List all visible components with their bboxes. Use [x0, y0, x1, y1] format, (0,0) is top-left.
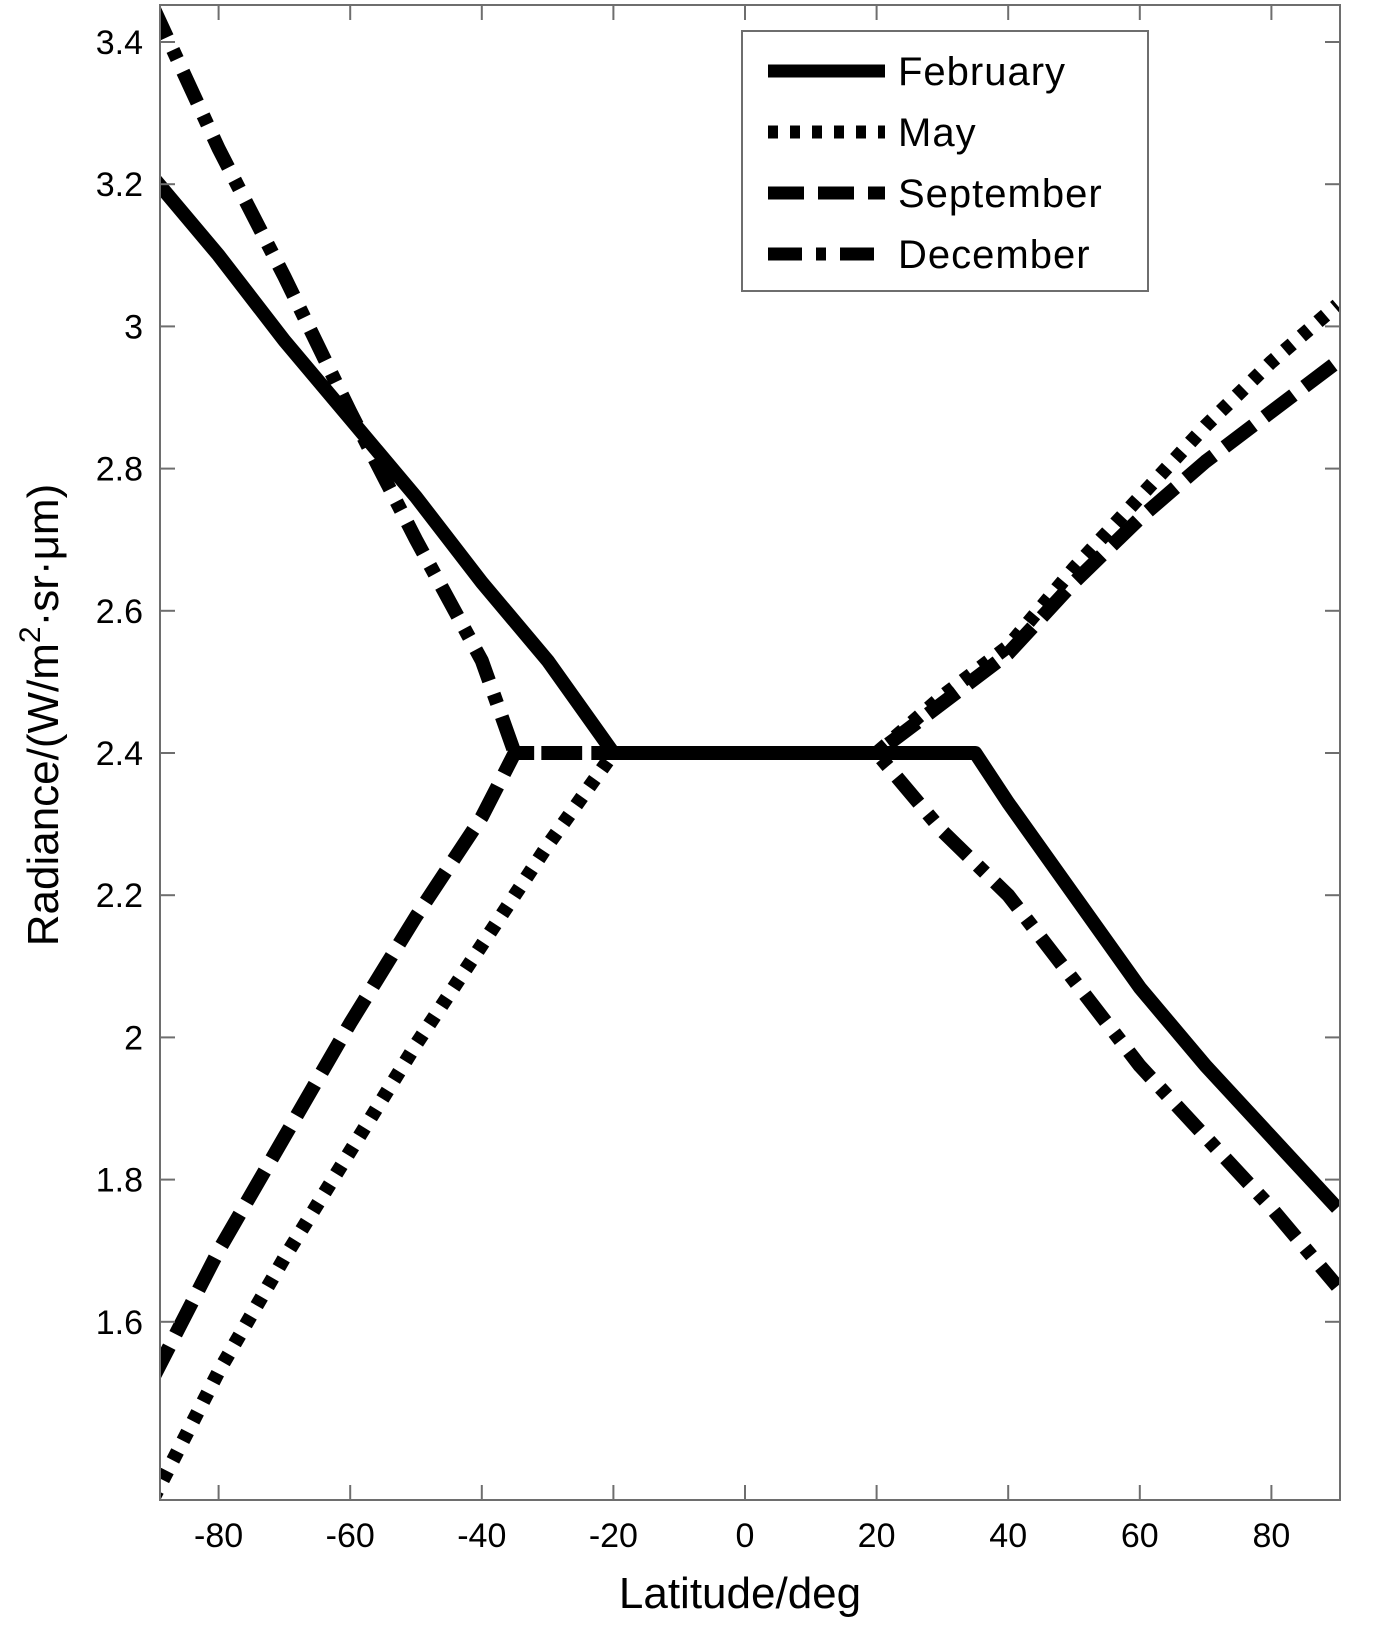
legend-label-september: September: [898, 172, 1103, 216]
x-tick-label: 0: [736, 1517, 755, 1555]
series-line-september: [160, 356, 1340, 1381]
y-tick-label: 2.2: [96, 877, 143, 915]
y-tick-label: 2: [124, 1019, 143, 1057]
plot-lines: [160, 5, 1340, 1500]
y-tick-label: 3.2: [96, 166, 143, 204]
x-tick-label: -80: [194, 1517, 243, 1555]
y-axis-ticks: 1.6 1.8 2 2.2 2.4 2.6 2.8 3 3.2 3.4: [96, 24, 1340, 1342]
x-tick-label: 60: [1121, 1517, 1159, 1555]
x-tick-label: 80: [1252, 1517, 1290, 1555]
y-tick-label: 2.4: [96, 735, 143, 773]
x-tick-label: 20: [858, 1517, 896, 1555]
x-axis-label: Latitude/deg: [619, 1569, 861, 1618]
series-line-december: [160, 5, 1340, 1291]
x-tick-label: 40: [989, 1517, 1027, 1555]
y-tick-label: 1.6: [96, 1304, 143, 1342]
x-tick-label: -20: [589, 1517, 638, 1555]
x-axis-ticks: -80 -60 -40 -20 0 20 40 60 80: [194, 5, 1290, 1555]
y-tick-label: 1.8: [96, 1162, 143, 1200]
y-tick-label: 2.6: [96, 593, 143, 631]
legend-label-december: December: [898, 233, 1091, 277]
legend-label-february: February: [898, 50, 1066, 94]
series-line-may: [160, 299, 1340, 1500]
x-tick-label: -40: [457, 1517, 506, 1555]
y-tick-label: 3.4: [96, 24, 143, 62]
x-tick-label: -60: [326, 1517, 375, 1555]
legend-label-may: May: [898, 111, 977, 155]
legend: February May September December: [741, 30, 1149, 292]
y-axis-label: Radiance/(W/m2·sr·μm): [14, 484, 68, 947]
y-tick-label: 2.8: [96, 451, 143, 489]
y-tick-label: 3: [124, 308, 143, 346]
